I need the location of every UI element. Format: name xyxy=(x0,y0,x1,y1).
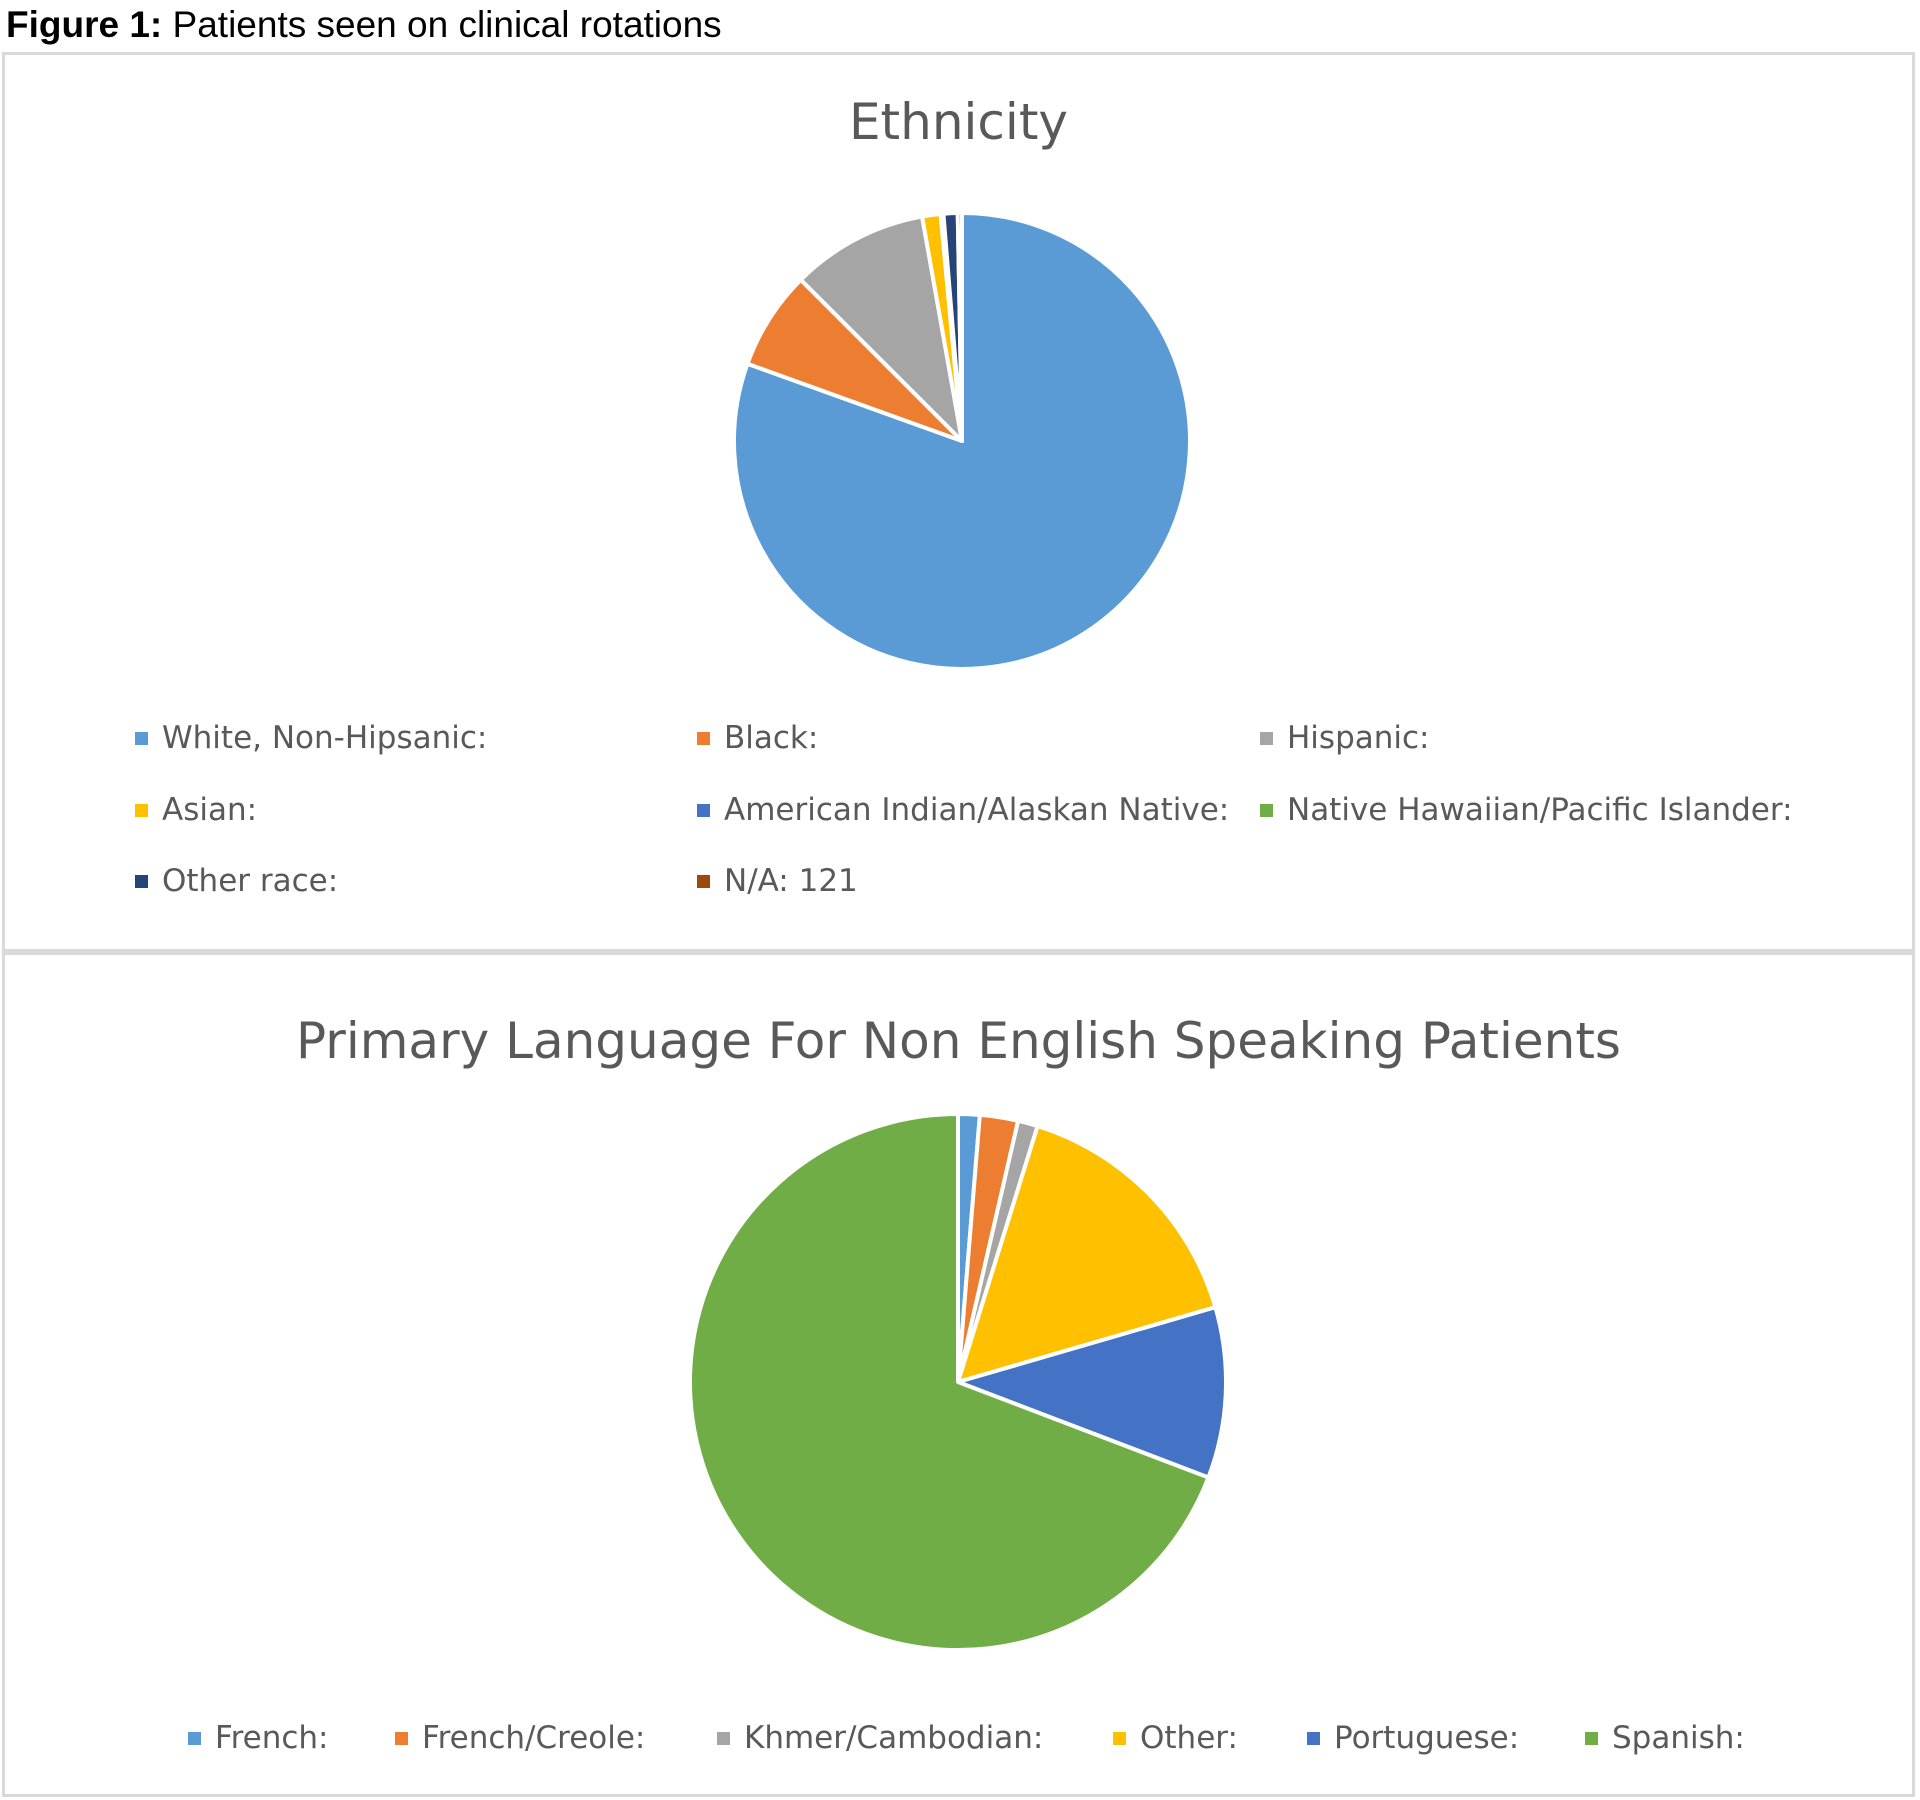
legend-label: Khmer/Cambodian: xyxy=(744,1720,1044,1756)
legend-item-portuguese: Portuguese: xyxy=(1307,1720,1519,1756)
legend-swatch xyxy=(1585,1731,1598,1745)
legend-swatch xyxy=(188,1731,201,1745)
legend-label: White, Non-Hipsanic: xyxy=(162,720,488,756)
legend-swatch xyxy=(1113,1731,1126,1745)
ethnicity-chart-panel: Ethnicity White, Non-Hipsanic: Black: Hisp… xyxy=(2,52,1915,952)
pie-slice-portuguese xyxy=(956,1305,1228,1480)
legend-label: Other race: xyxy=(162,863,339,899)
legend-item-asian: Asian: xyxy=(135,792,257,828)
legend-item-french-creole: French/Creole: xyxy=(395,1720,645,1756)
legend-item-n-a-121: N/A: 121 xyxy=(697,863,858,899)
legend-item-native-hawaiian-pacific-islander: Native Hawaiian/Pacific Islander: xyxy=(1260,792,1793,828)
legend-item-black: Black: xyxy=(697,720,818,756)
legend-label: Portuguese: xyxy=(1334,1720,1520,1756)
legend-label: N/A: 121 xyxy=(724,863,858,899)
legend-item-khmer-cambodian: Khmer/Cambodian: xyxy=(717,1720,1043,1756)
language-pie xyxy=(688,1112,1228,1652)
legend-label: Native Hawaiian/Pacific Islander: xyxy=(1287,792,1793,828)
chart-title: Ethnicity xyxy=(848,93,1069,151)
legend-label: Hispanic: xyxy=(1287,720,1430,756)
legend-item-hispanic: Hispanic: xyxy=(1260,720,1430,756)
legend-label: Spanish: xyxy=(1612,1720,1745,1756)
legend-label: French/Creole: xyxy=(422,1720,646,1756)
legend-swatch xyxy=(1307,1731,1320,1745)
legend-label: Asian: xyxy=(162,792,258,828)
legend-swatch xyxy=(135,803,148,817)
figure-caption: Figure 1: Patients seen on clinical rota… xyxy=(6,4,722,46)
legend-item-american-indian-alaskan-native: American Indian/Alaskan Native: xyxy=(697,792,1229,828)
pie-slice-spanish xyxy=(688,1112,1211,1652)
legend-swatch xyxy=(135,874,148,888)
legend-item-french: French: xyxy=(188,1720,329,1756)
legend-swatch xyxy=(697,731,710,745)
legend-swatch xyxy=(1260,803,1273,817)
legend-label: American Indian/Alaskan Native: xyxy=(724,792,1230,828)
legend-swatch xyxy=(135,731,148,745)
legend-item-spanish: Spanish: xyxy=(1585,1720,1745,1756)
legend-label: Other: xyxy=(1140,1720,1238,1756)
figure-caption-label: Figure 1: xyxy=(6,4,163,45)
chart-title: Primary Language For Non English Speakin… xyxy=(296,1012,1621,1070)
pie-slice-hispanic xyxy=(798,214,964,443)
pie-slice-n-a-121 xyxy=(955,210,964,443)
legend-swatch xyxy=(395,1731,408,1745)
legend-item-other: Other: xyxy=(1113,1720,1238,1756)
legend-item-white-non-hipsanic: White, Non-Hipsanic: xyxy=(135,720,487,756)
legend-label: Black: xyxy=(724,720,819,756)
legend-swatch xyxy=(717,1731,730,1745)
pie-slice-other xyxy=(956,1124,1218,1384)
legend-swatch xyxy=(697,803,710,817)
figure-caption-text: Patients seen on clinical rotations xyxy=(162,4,722,45)
legend-swatch xyxy=(1260,731,1273,745)
legend-item-other-race: Other race: xyxy=(135,863,338,899)
language-chart-panel: Primary Language For Non English Speakin… xyxy=(2,952,1915,1797)
legend-label: French: xyxy=(215,1720,329,1756)
legend-swatch xyxy=(697,874,710,888)
ethnicity-pie xyxy=(732,210,1192,671)
